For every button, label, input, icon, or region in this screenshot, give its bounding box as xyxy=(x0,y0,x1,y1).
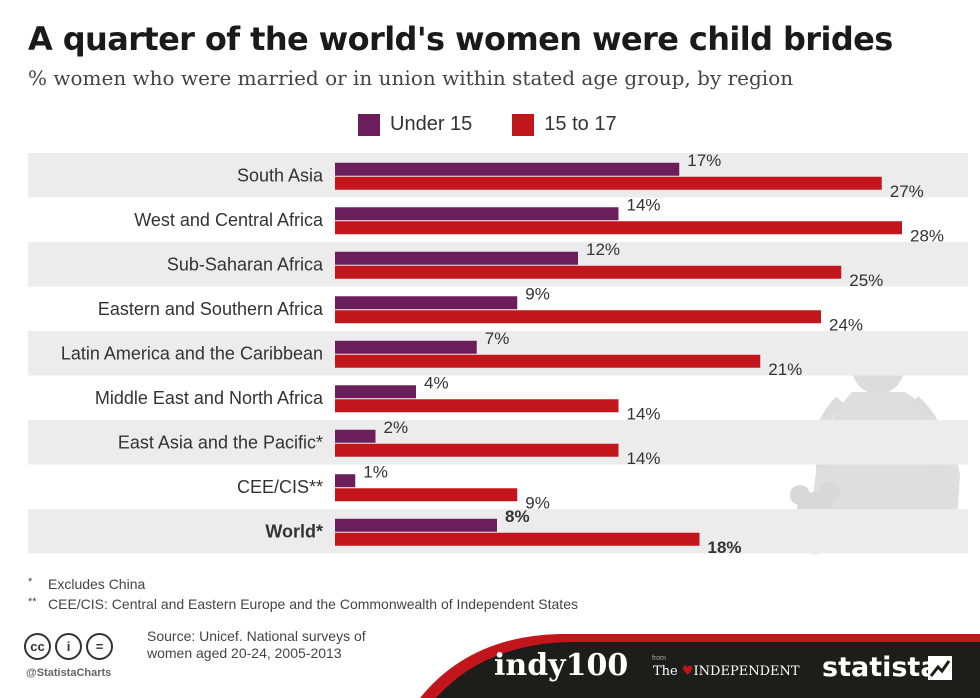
category-label-sub-saharan-africa: Sub-Saharan Africa xyxy=(167,254,324,274)
value-label-15-to-17-sub-saharan-africa: 25% xyxy=(849,271,883,290)
license-icons: cc i = xyxy=(24,633,117,660)
row-band-latin-america-and-the-caribbean xyxy=(28,331,968,376)
row-band-east-asia-and-the-pacific xyxy=(28,420,968,465)
value-label-under-15-middle-east-and-north-africa: 4% xyxy=(424,373,449,392)
value-label-15-to-17-world: 18% xyxy=(708,538,742,557)
value-label-under-15-eastern-and-southern-africa: 9% xyxy=(525,284,550,303)
bar-15-to-17-cee-cis xyxy=(335,488,518,502)
source-note: Source: Unicef. National surveys of wome… xyxy=(147,628,366,661)
bar-15-to-17-west-and-central-africa xyxy=(335,221,902,235)
legend-item-15to17: 15 to 17 xyxy=(512,113,617,136)
indy100-logo-number: 100 xyxy=(565,648,629,683)
value-label-15-to-17-south-asia: 27% xyxy=(890,182,924,201)
value-label-15-to-17-latin-america-and-the-caribbean: 21% xyxy=(768,360,802,379)
category-label-middle-east-and-north-africa: Middle East and North Africa xyxy=(95,388,324,408)
value-label-15-to-17-eastern-and-southern-africa: 24% xyxy=(829,315,863,334)
footnote-2-text: CEE/CIS: Central and Eastern Europe and … xyxy=(48,596,578,612)
bar-under-15-sub-saharan-africa xyxy=(335,251,578,265)
bar-15-to-17-eastern-and-southern-africa xyxy=(335,310,821,324)
category-label-latin-america-and-the-caribbean: Latin America and the Caribbean xyxy=(61,343,323,363)
value-label-under-15-world: 8% xyxy=(505,507,530,526)
indy100-logo: indy100 xyxy=(494,648,628,683)
independent-eagle-icon: ♥ xyxy=(681,664,694,679)
bar-under-15-cee-cis xyxy=(335,474,356,488)
footnote-1-mark: * xyxy=(28,576,33,588)
statista-logo-text: statista xyxy=(822,652,939,683)
bar-15-to-17-middle-east-and-north-africa xyxy=(335,399,619,413)
legend: Under 15 15 to 17 xyxy=(358,113,657,136)
value-label-15-to-17-middle-east-and-north-africa: 14% xyxy=(627,404,661,423)
nd-icon: = xyxy=(86,633,113,660)
bar-15-to-17-world xyxy=(335,532,700,546)
category-label-world: World* xyxy=(265,521,323,541)
bar-under-15-eastern-and-southern-africa xyxy=(335,296,518,310)
bar-under-15-middle-east-and-north-africa xyxy=(335,385,416,399)
bar-under-15-west-and-central-africa xyxy=(335,207,619,221)
value-label-15-to-17-east-asia-and-the-pacific: 14% xyxy=(627,449,661,468)
category-label-south-asia: South Asia xyxy=(237,165,324,185)
chart-subtitle: % women who were married or in union wit… xyxy=(28,66,794,90)
bar-15-to-17-sub-saharan-africa xyxy=(335,265,842,279)
bar-under-15-south-asia xyxy=(335,162,680,176)
statista-handle: @StatistaCharts xyxy=(26,667,112,679)
footnote-1: * Excludes China xyxy=(28,576,145,592)
cc-icon: cc xyxy=(24,633,51,660)
statista-logo-icon xyxy=(928,656,952,680)
legend-label-under15: Under 15 xyxy=(390,113,473,135)
value-label-under-15-cee-cis: 1% xyxy=(363,462,388,481)
value-label-under-15-west-and-central-africa: 14% xyxy=(627,195,661,214)
legend-swatch-under15 xyxy=(358,113,380,136)
legend-item-under15: Under 15 xyxy=(358,113,472,136)
bar-under-15-east-asia-and-the-pacific xyxy=(335,429,376,443)
bar-15-to-17-latin-america-and-the-caribbean xyxy=(335,354,761,368)
value-label-15-to-17-west-and-central-africa: 28% xyxy=(910,226,944,245)
value-label-15-to-17-cee-cis: 9% xyxy=(525,493,550,512)
independent-logo-name: INDEPENDENT xyxy=(693,664,800,679)
category-label-cee-cis: CEE/CIS** xyxy=(237,477,323,497)
footnote-1-text: Excludes China xyxy=(48,576,146,592)
footnote-2-mark: ** xyxy=(28,596,37,608)
row-band-world xyxy=(28,509,968,554)
value-label-under-15-south-asia: 17% xyxy=(687,151,721,170)
bar-under-15-latin-america-and-the-caribbean xyxy=(335,340,477,354)
bar-under-15-world xyxy=(335,518,497,532)
chart-title: A quarter of the world's women were chil… xyxy=(28,20,893,58)
value-label-under-15-east-asia-and-the-pacific: 2% xyxy=(384,418,409,437)
value-label-under-15-latin-america-and-the-caribbean: 7% xyxy=(485,329,510,348)
legend-label-15to17: 15 to 17 xyxy=(544,113,617,135)
category-label-east-asia-and-the-pacific: East Asia and the Pacific* xyxy=(118,432,323,452)
category-label-eastern-and-southern-africa: Eastern and Southern Africa xyxy=(98,299,324,319)
independent-logo: The ♥INDEPENDENT xyxy=(653,664,800,679)
bar-15-to-17-south-asia xyxy=(335,176,882,190)
from-label: from xyxy=(652,655,666,662)
category-label-west-and-central-africa: West and Central Africa xyxy=(134,210,324,230)
legend-swatch-15to17 xyxy=(512,113,535,136)
by-icon: i xyxy=(55,633,82,660)
indy100-logo-word: indy xyxy=(494,648,566,683)
independent-logo-the: The xyxy=(653,664,678,679)
footnote-2: ** CEE/CIS: Central and Eastern Europe an… xyxy=(28,596,578,612)
value-label-under-15-sub-saharan-africa: 12% xyxy=(586,240,620,259)
bar-15-to-17-east-asia-and-the-pacific xyxy=(335,443,619,457)
